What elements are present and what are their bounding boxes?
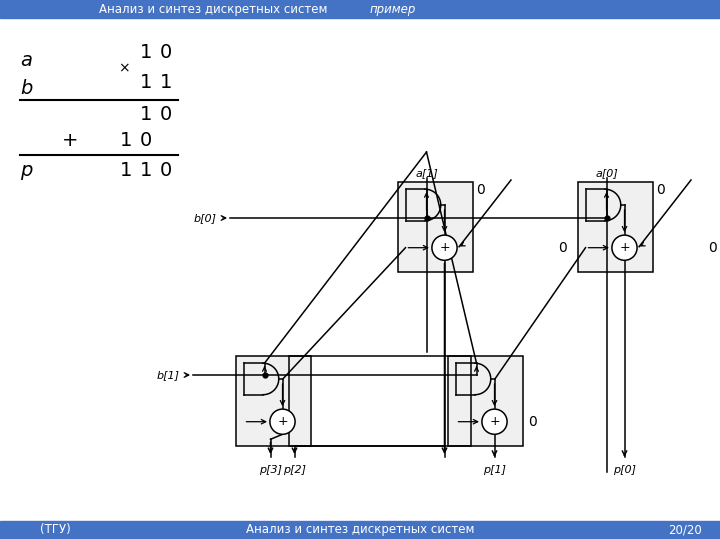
- Text: +: +: [62, 130, 78, 149]
- Text: b[0]: b[0]: [194, 213, 217, 223]
- Text: 1: 1: [160, 73, 172, 93]
- Circle shape: [482, 409, 507, 434]
- Text: 0: 0: [528, 414, 536, 429]
- Text: +: +: [619, 241, 630, 254]
- Text: p[0]: p[0]: [613, 465, 636, 475]
- Bar: [0, 521, 720, 539]
- Text: 0: 0: [140, 130, 152, 149]
- Bar: [0, 0, 720, 18]
- Text: +: +: [439, 241, 450, 254]
- Text: 1: 1: [120, 161, 132, 179]
- Bar: [398, 182, 473, 272]
- Text: 0: 0: [160, 106, 172, 125]
- Text: p[2]: p[2]: [283, 465, 306, 475]
- Text: 1: 1: [120, 130, 132, 149]
- Text: p[3]: p[3]: [259, 465, 282, 475]
- Text: a[0]: a[0]: [595, 168, 618, 178]
- Circle shape: [270, 409, 295, 434]
- Bar: [578, 182, 653, 272]
- Text: 0: 0: [160, 161, 172, 179]
- Text: (ТГУ): (ТГУ): [40, 523, 71, 536]
- Text: 0: 0: [558, 241, 567, 255]
- Text: ×: ×: [118, 61, 130, 75]
- Text: b[1]: b[1]: [157, 370, 180, 380]
- Text: пример: пример: [370, 3, 416, 16]
- Text: Анализ и синтез дискретных систем: Анализ и синтез дискретных систем: [99, 3, 328, 16]
- Bar: [236, 356, 311, 446]
- Text: 0: 0: [160, 44, 172, 63]
- Text: a: a: [20, 51, 32, 70]
- Text: p: p: [20, 161, 32, 179]
- Text: 0: 0: [476, 183, 485, 197]
- Text: b: b: [20, 79, 32, 98]
- Circle shape: [432, 235, 457, 260]
- Text: 1: 1: [140, 161, 153, 179]
- Text: 20/20: 20/20: [668, 523, 702, 536]
- Text: a[1]: a[1]: [415, 168, 438, 178]
- Bar: [448, 356, 523, 446]
- Text: 0: 0: [656, 183, 665, 197]
- Text: 1: 1: [140, 73, 153, 93]
- Text: 1: 1: [140, 106, 153, 125]
- Circle shape: [612, 235, 637, 260]
- Bar: [289, 356, 470, 446]
- Text: +: +: [489, 415, 500, 428]
- Text: Анализ и синтез дискретных систем: Анализ и синтез дискретных систем: [246, 523, 474, 536]
- Text: 1: 1: [140, 44, 153, 63]
- Text: 0: 0: [708, 241, 716, 255]
- Text: +: +: [277, 415, 288, 428]
- Text: p[1]: p[1]: [483, 465, 506, 475]
